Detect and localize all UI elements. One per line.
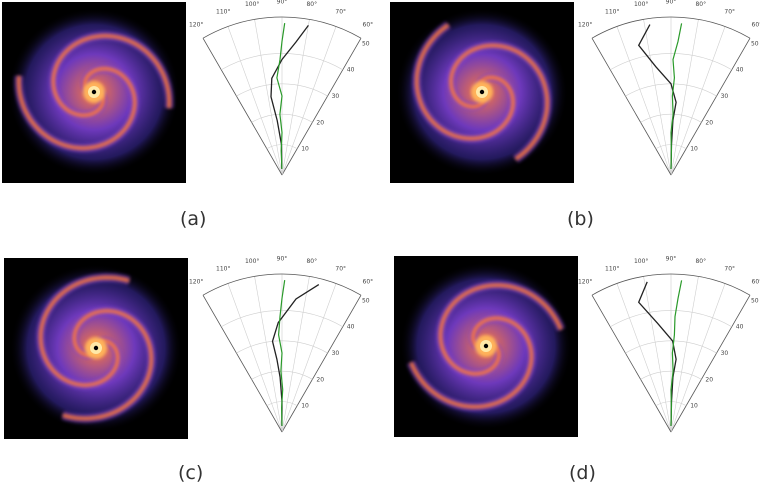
spiral-arm — [38, 275, 130, 388]
angle-tick-label: 100° — [245, 1, 259, 8]
angle-tick-label: 60° — [363, 21, 374, 28]
radius-tick-label: 20 — [316, 119, 324, 126]
green-curve — [670, 23, 683, 169]
angle-tick-label: 80° — [306, 1, 317, 8]
spiral-arm — [438, 283, 563, 376]
angle-tick-label: 120° — [578, 21, 592, 28]
angle-tick-label: 100° — [634, 1, 648, 8]
radius-tick-label: 10 — [301, 403, 309, 410]
radius-tick-label: 30 — [332, 93, 340, 100]
radius-tick-label: 30 — [721, 93, 729, 100]
panel-caption: (a) — [180, 208, 207, 230]
angle-tick-label: 60° — [752, 278, 760, 285]
angle-tick-label: 110° — [605, 266, 619, 273]
spiral-arm — [409, 316, 534, 409]
spiral-arm — [414, 23, 515, 141]
central-hole — [479, 89, 485, 95]
angle-tick-label: 120° — [189, 278, 203, 285]
radius-tick-label: 30 — [332, 350, 340, 357]
panel-b: 120° 110° 100° 90° 80° 70° 60° 10 20 30 40 50 (b) — [385, 0, 760, 247]
spiral-arm — [51, 33, 172, 118]
panel-caption: (c) — [178, 462, 204, 484]
panel-caption: (d) — [569, 462, 596, 484]
spiral-arm — [62, 308, 154, 421]
radius-tick-label: 30 — [721, 350, 729, 357]
angle-tick-label: 100° — [634, 258, 648, 265]
spiral-arm — [449, 43, 550, 161]
angle-tick-label: 70° — [724, 9, 735, 16]
spiral-disk-image — [390, 2, 574, 183]
angle-tick-label: 70° — [335, 9, 346, 16]
spiral-arm — [16, 66, 137, 151]
angle-tick-label: 60° — [363, 278, 374, 285]
spiral-disk-image — [4, 258, 188, 439]
angle-tick-label: 100° — [245, 258, 259, 265]
radius-tick-label: 50 — [751, 40, 759, 47]
radius-tick-label: 10 — [690, 403, 698, 410]
radius-tick-label: 20 — [316, 376, 324, 383]
angle-tick-label: 80° — [695, 1, 706, 8]
angle-tick-label: 90° — [666, 255, 677, 262]
angle-tick-label: 60° — [752, 21, 760, 28]
angle-tick-label: 90° — [277, 255, 288, 262]
panel-c: 120° 110° 100° 90° 80° 70° 60° 10 20 30 40 50 (c) — [0, 250, 380, 497]
black-curve — [270, 25, 309, 169]
radius-tick-label: 10 — [690, 146, 698, 153]
spiral-disk-image — [394, 256, 578, 437]
central-hole — [91, 89, 97, 95]
angle-tick-label: 120° — [578, 278, 592, 285]
polar-wedge-plot: 120° 110° 100° 90° 80° 70° 60° 10 20 30 40 50 — [578, 0, 760, 181]
panel-d: 120° 110° 100° 90° 80° 70° 60° 10 20 30 40 50 (d) — [390, 250, 760, 497]
polar-wedge-plot: 120° 110° 100° 90° 80° 70° 60° 10 20 30 40 50 — [189, 255, 376, 438]
green-curve — [277, 280, 286, 426]
radius-tick-label: 40 — [347, 67, 355, 74]
angle-tick-label: 80° — [306, 258, 317, 265]
panel-caption: (b) — [567, 208, 594, 230]
central-hole — [483, 343, 489, 349]
radius-tick-label: 50 — [751, 297, 759, 304]
angle-tick-label: 110° — [216, 266, 230, 273]
radius-tick-label: 40 — [736, 67, 744, 74]
angle-tick-label: 90° — [277, 0, 288, 5]
panel-a: 120° 110° 100° 90° 80° 70° 60° 10 20 30 40 50 (a) — [0, 0, 380, 247]
angle-tick-label: 70° — [724, 266, 735, 273]
radius-tick-label: 50 — [362, 297, 370, 304]
angle-tick-label: 110° — [216, 9, 230, 16]
angle-tick-label: 120° — [189, 21, 203, 28]
green-curve — [276, 23, 286, 169]
angle-tick-label: 70° — [335, 266, 346, 273]
polar-wedge-plot: 120° 110° 100° 90° 80° 70° 60° 10 20 30 40 50 — [578, 255, 760, 438]
radius-tick-label: 20 — [705, 376, 713, 383]
radius-tick-label: 40 — [347, 324, 355, 331]
central-hole — [93, 345, 99, 351]
angle-tick-label: 80° — [695, 258, 706, 265]
angle-tick-label: 90° — [666, 0, 677, 5]
polar-wedge-plot: 120° 110° 100° 90° 80° 70° 60° 10 20 30 40 50 — [189, 0, 376, 181]
angle-tick-label: 110° — [605, 9, 619, 16]
radius-tick-label: 10 — [301, 146, 309, 153]
spiral-disk-image — [2, 2, 186, 183]
radius-tick-label: 50 — [362, 40, 370, 47]
radius-tick-label: 20 — [705, 119, 713, 126]
radius-tick-label: 40 — [736, 324, 744, 331]
green-curve — [670, 280, 683, 426]
